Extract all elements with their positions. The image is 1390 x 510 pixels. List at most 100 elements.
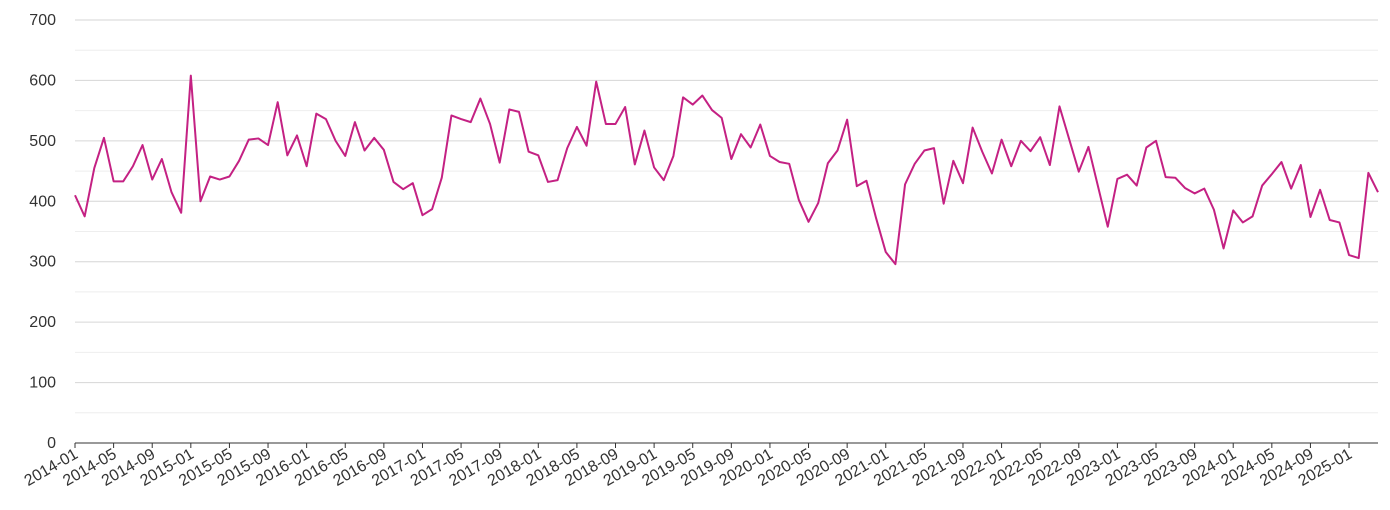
data-point[interactable] (787, 162, 791, 166)
data-point[interactable] (1067, 137, 1071, 141)
data-point[interactable] (1144, 146, 1148, 150)
data-point[interactable] (642, 129, 646, 133)
data-point[interactable] (1193, 191, 1197, 195)
data-point[interactable] (305, 164, 309, 168)
data-point[interactable] (218, 178, 222, 182)
data-point[interactable] (604, 122, 608, 126)
data-point[interactable] (295, 133, 299, 137)
data-point[interactable] (1270, 172, 1274, 176)
data-point[interactable] (198, 199, 202, 203)
data-point[interactable] (710, 108, 714, 112)
data-point[interactable] (401, 187, 405, 191)
data-point[interactable] (807, 220, 811, 224)
data-point[interactable] (478, 97, 482, 101)
data-point[interactable] (1135, 184, 1139, 188)
data-point[interactable] (227, 175, 231, 179)
data-point[interactable] (546, 180, 550, 184)
data-point[interactable] (92, 166, 96, 170)
data-point[interactable] (816, 201, 820, 205)
data-point[interactable] (179, 211, 183, 215)
data-point[interactable] (864, 179, 868, 183)
data-point[interactable] (392, 180, 396, 184)
data-point[interactable] (1009, 164, 1013, 168)
data-point[interactable] (411, 181, 415, 185)
data-point[interactable] (681, 95, 685, 99)
data-point[interactable] (826, 161, 830, 165)
data-point[interactable] (1279, 160, 1283, 164)
data-point[interactable] (614, 122, 618, 126)
data-point[interactable] (121, 179, 125, 183)
data-point[interactable] (652, 165, 656, 169)
data-point[interactable] (720, 116, 724, 120)
data-point[interactable] (971, 126, 975, 130)
data-point[interactable] (729, 157, 733, 161)
data-point[interactable] (170, 190, 174, 194)
data-point[interactable] (585, 144, 589, 148)
data-point[interactable] (449, 113, 453, 117)
data-point[interactable] (469, 120, 473, 124)
data-point[interactable] (189, 74, 193, 78)
data-point[interactable] (835, 149, 839, 153)
data-point[interactable] (1077, 170, 1081, 174)
data-point[interactable] (1222, 246, 1226, 250)
data-point[interactable] (1048, 163, 1052, 167)
data-point[interactable] (797, 198, 801, 202)
data-point[interactable] (1260, 184, 1264, 188)
data-point[interactable] (527, 150, 531, 154)
data-point[interactable] (961, 181, 965, 185)
data-point[interactable] (150, 178, 154, 182)
data-point[interactable] (208, 175, 212, 179)
data-point[interactable] (1212, 208, 1216, 212)
data-point[interactable] (498, 161, 502, 165)
data-point[interactable] (1019, 139, 1023, 143)
data-point[interactable] (256, 136, 260, 140)
data-point[interactable] (1289, 187, 1293, 191)
data-point[interactable] (1299, 163, 1303, 167)
data-point[interactable] (430, 207, 434, 211)
data-point[interactable] (778, 160, 782, 164)
data-point[interactable] (1086, 145, 1090, 149)
data-point[interactable] (1231, 208, 1235, 212)
data-point[interactable] (440, 176, 444, 180)
data-point[interactable] (942, 202, 946, 206)
data-point[interactable] (237, 159, 241, 163)
data-point[interactable] (266, 143, 270, 147)
data-point[interactable] (160, 157, 164, 161)
data-point[interactable] (691, 103, 695, 107)
data-point[interactable] (1164, 175, 1168, 179)
data-point[interactable] (932, 146, 936, 150)
data-point[interactable] (1308, 215, 1312, 219)
data-point[interactable] (1029, 149, 1033, 153)
data-point[interactable] (749, 146, 753, 150)
data-point[interactable] (980, 150, 984, 154)
data-point[interactable] (1106, 225, 1110, 229)
data-point[interactable] (83, 214, 87, 218)
data-point[interactable] (141, 143, 145, 147)
data-point[interactable] (874, 216, 878, 220)
data-point[interactable] (1318, 188, 1322, 192)
data-point[interactable] (700, 94, 704, 98)
data-point[interactable] (671, 154, 675, 158)
data-point[interactable] (1251, 214, 1255, 218)
data-point[interactable] (536, 153, 540, 157)
data-point[interactable] (556, 178, 560, 182)
data-point[interactable] (372, 136, 376, 140)
data-point[interactable] (1057, 104, 1061, 108)
data-point[interactable] (1376, 190, 1380, 194)
data-point[interactable] (1096, 185, 1100, 189)
data-point[interactable] (662, 178, 666, 182)
data-point[interactable] (768, 154, 772, 158)
data-point[interactable] (247, 138, 251, 142)
data-point[interactable] (334, 139, 338, 143)
data-point[interactable] (1347, 253, 1351, 257)
data-point[interactable] (594, 80, 598, 84)
data-point[interactable] (363, 149, 367, 153)
data-point[interactable] (1337, 220, 1341, 224)
data-point[interactable] (131, 164, 135, 168)
data-point[interactable] (1183, 186, 1187, 190)
data-point[interactable] (758, 123, 762, 127)
data-point[interactable] (1328, 218, 1332, 222)
data-point[interactable] (893, 262, 897, 266)
data-point[interactable] (633, 162, 637, 166)
data-point[interactable] (324, 117, 328, 121)
